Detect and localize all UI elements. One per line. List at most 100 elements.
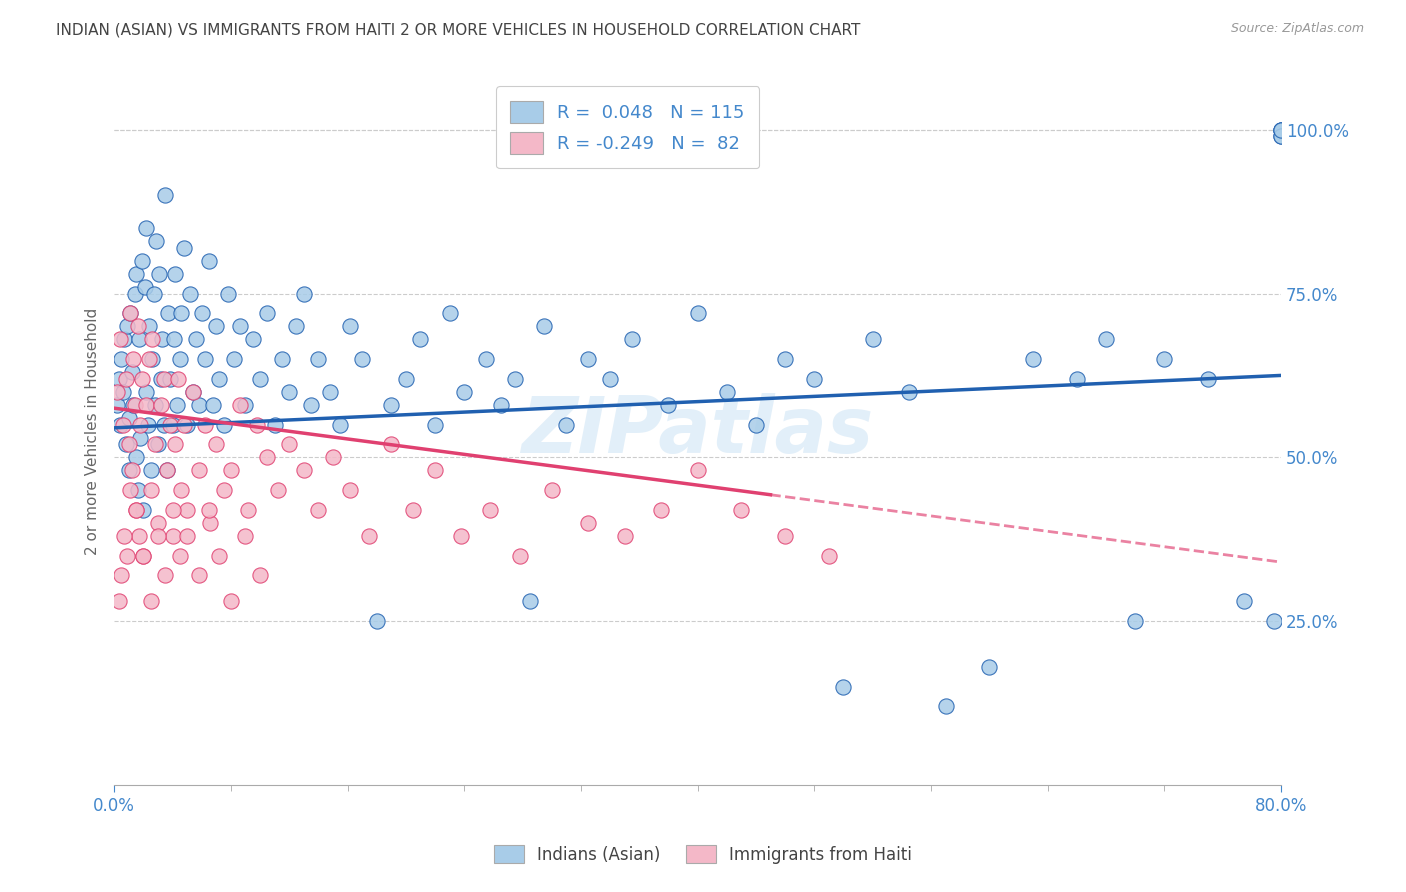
Point [115, 437, 138, 451]
Point [127, 319, 149, 334]
Point [167, 372, 190, 386]
Point [105, 384, 128, 399]
Point [339, 483, 361, 497]
Text: ZIPatlas: ZIPatlas [522, 393, 873, 469]
Point [219, 463, 242, 477]
Point [150, 333, 173, 347]
Point [139, 594, 162, 608]
Point [450, 529, 472, 543]
Point [773, 352, 796, 367]
Point [162, 417, 184, 432]
Point [141, 352, 163, 367]
Point [169, 352, 191, 367]
Text: Source: ZipAtlas.com: Source: ZipAtlas.com [1230, 22, 1364, 36]
Point [135, 384, 157, 399]
Point [198, 502, 221, 516]
Point [307, 352, 329, 367]
Point [129, 431, 152, 445]
Point [359, 529, 381, 543]
Point [212, 483, 235, 497]
Point [979, 660, 1001, 674]
Point [120, 306, 142, 320]
Point [503, 372, 526, 386]
Point [107, 372, 129, 386]
Point [107, 594, 129, 608]
Point [142, 286, 165, 301]
Point [832, 680, 855, 694]
Point [156, 463, 179, 477]
Point [352, 352, 374, 367]
Point [117, 549, 139, 563]
Point [1123, 614, 1146, 628]
Point [159, 417, 181, 432]
Point [181, 384, 204, 399]
Point [256, 450, 278, 465]
Point [339, 319, 361, 334]
Point [176, 417, 198, 432]
Point [278, 384, 301, 399]
Point [141, 333, 163, 347]
Point [118, 437, 141, 451]
Point [143, 437, 166, 451]
Point [235, 529, 257, 543]
Point [170, 483, 193, 497]
Point [205, 319, 228, 334]
Point [540, 483, 562, 497]
Point [138, 352, 160, 367]
Point [730, 502, 752, 516]
Point [208, 549, 231, 563]
Point [134, 280, 156, 294]
Point [263, 417, 285, 432]
Point [292, 286, 315, 301]
Point [423, 417, 446, 432]
Point [599, 372, 621, 386]
Point [307, 502, 329, 516]
Point [110, 568, 132, 582]
Point [453, 384, 475, 399]
Point [657, 398, 679, 412]
Point [686, 463, 709, 477]
Point [135, 398, 157, 412]
Point [222, 352, 245, 367]
Point [1270, 123, 1292, 137]
Point [149, 372, 172, 386]
Point [121, 463, 143, 477]
Point [1233, 594, 1256, 608]
Point [187, 463, 209, 477]
Point [146, 437, 169, 451]
Point [173, 417, 195, 432]
Point [118, 411, 141, 425]
Point [194, 417, 217, 432]
Point [292, 463, 315, 477]
Point [125, 502, 148, 516]
Point [489, 398, 512, 412]
Point [120, 306, 142, 320]
Point [117, 319, 139, 334]
Point [163, 333, 186, 347]
Point [402, 502, 425, 516]
Point [576, 516, 599, 530]
Point [139, 463, 162, 477]
Point [319, 384, 342, 399]
Point [862, 333, 884, 347]
Point [194, 352, 217, 367]
Point [228, 319, 250, 334]
Point [176, 502, 198, 516]
Point [1270, 129, 1292, 144]
Point [181, 384, 204, 399]
Point [122, 398, 145, 412]
Point [165, 267, 187, 281]
Legend: R =  0.048   N = 115, R = -0.249   N =  82: R = 0.048 N = 115, R = -0.249 N = 82 [496, 87, 759, 169]
Point [249, 568, 271, 582]
Point [898, 384, 921, 399]
Point [1095, 333, 1118, 347]
Point [170, 306, 193, 320]
Point [131, 372, 153, 386]
Point [380, 398, 402, 412]
Point [145, 234, 167, 248]
Point [184, 333, 207, 347]
Point [803, 372, 825, 386]
Point [115, 372, 138, 386]
Point [1270, 129, 1292, 144]
Point [136, 417, 159, 432]
